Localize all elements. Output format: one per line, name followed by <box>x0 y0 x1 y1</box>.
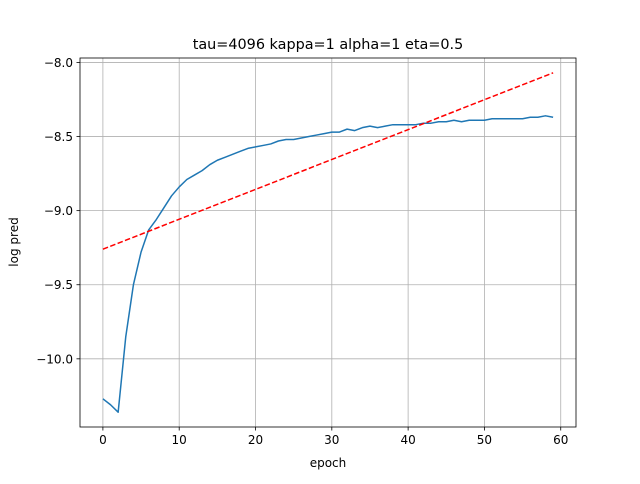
chart-title: tau=4096 kappa=1 alpha=1 eta=0.5 <box>193 37 464 53</box>
y-axis-label: log pred <box>7 217 21 266</box>
x-tick-label: 60 <box>553 433 568 447</box>
y-tick-label: −8.5 <box>44 130 73 144</box>
ticks: 0 10 20 30 40 50 60 −10.0 −9.5 −9.0 −8.5 −8.0 <box>36 56 568 447</box>
x-tick-label: 30 <box>324 433 339 447</box>
y-tick-label: −10.0 <box>36 352 73 366</box>
x-tick-label: 10 <box>172 433 187 447</box>
trend-line-dashed <box>102 72 554 250</box>
x-tick-label: 40 <box>400 433 415 447</box>
data-line <box>102 115 554 413</box>
plot-frame <box>79 57 577 428</box>
x-tick-label: 0 <box>99 433 107 447</box>
y-tick-label: −9.0 <box>44 204 73 218</box>
y-tick-label: −8.0 <box>44 56 73 70</box>
y-tick-label: −9.5 <box>44 278 73 292</box>
x-tick-label: 20 <box>248 433 263 447</box>
x-tick-label: 50 <box>477 433 492 447</box>
x-axis-label: epoch <box>310 456 347 470</box>
series-layer <box>102 72 554 413</box>
